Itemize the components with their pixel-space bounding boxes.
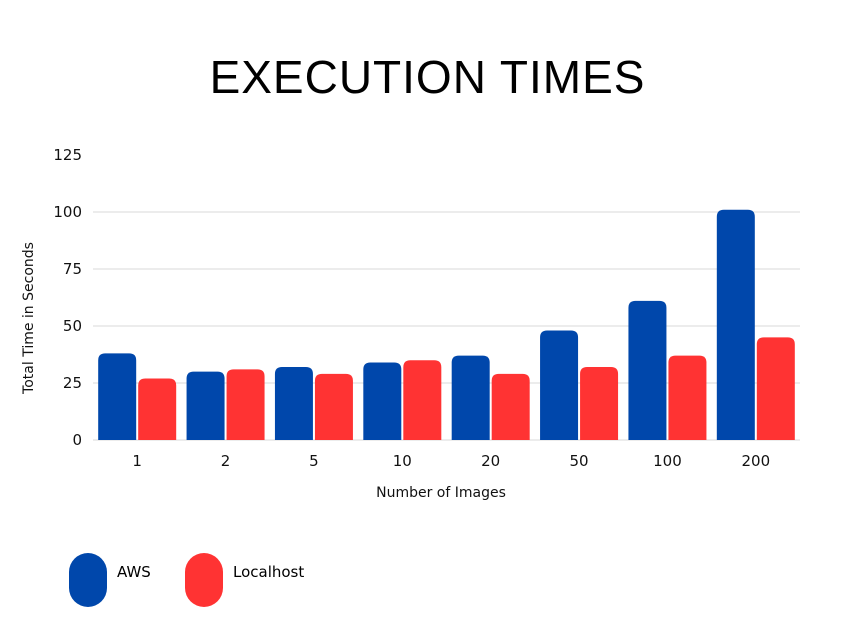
bar-aws-1: [98, 353, 137, 440]
y-tick-label: 100: [53, 203, 82, 221]
x-tick-label: 50: [570, 452, 589, 470]
bar-aws-10: [363, 362, 402, 440]
bar-localhost-50: [580, 367, 619, 440]
x-axis-label: Number of Images: [376, 485, 506, 501]
x-tick-label: 5: [309, 452, 319, 470]
y-axis-ticks: 0 25 50 75 100 125: [53, 146, 82, 449]
y-tick-label: 50: [63, 317, 82, 335]
bar-localhost-20: [491, 373, 530, 440]
x-tick-label: 2: [221, 452, 231, 470]
legend-swatch-aws: [69, 553, 107, 607]
bar-localhost-200: [756, 337, 795, 440]
x-tick-label: 200: [741, 452, 770, 470]
x-tick-label: 10: [393, 452, 412, 470]
bar-localhost-1: [138, 378, 177, 440]
y-tick-label: 75: [63, 260, 82, 278]
bars: [98, 209, 795, 440]
bar-aws-20: [451, 355, 490, 440]
legend-label-aws: AWS: [117, 563, 151, 581]
y-tick-label: 25: [63, 374, 82, 392]
bar-aws-2: [186, 371, 225, 440]
legend-item-localhost: Localhost: [185, 553, 304, 607]
x-tick-label: 100: [653, 452, 682, 470]
y-axis-label: Total Time in Seconds: [21, 242, 37, 395]
x-tick-label: 1: [132, 452, 142, 470]
bar-aws-200: [716, 209, 755, 440]
y-tick-label: 125: [53, 146, 82, 164]
bar-localhost-2: [226, 369, 265, 440]
legend-item-aws: AWS: [69, 553, 151, 607]
bar-localhost-5: [314, 373, 353, 440]
x-tick-label: 20: [481, 452, 500, 470]
x-axis-ticks: 1 2 5 10 20 50 100 200: [132, 452, 770, 470]
bar-localhost-10: [403, 360, 442, 440]
legend-label-localhost: Localhost: [233, 563, 305, 581]
bar-localhost-100: [668, 355, 707, 440]
legend-swatch-localhost: [185, 553, 223, 607]
y-tick-label: 0: [72, 431, 82, 449]
chart-title: EXECUTION TIMES: [209, 51, 646, 103]
bar-aws-100: [628, 300, 667, 440]
bar-aws-50: [540, 330, 579, 440]
bar-aws-5: [274, 367, 313, 440]
